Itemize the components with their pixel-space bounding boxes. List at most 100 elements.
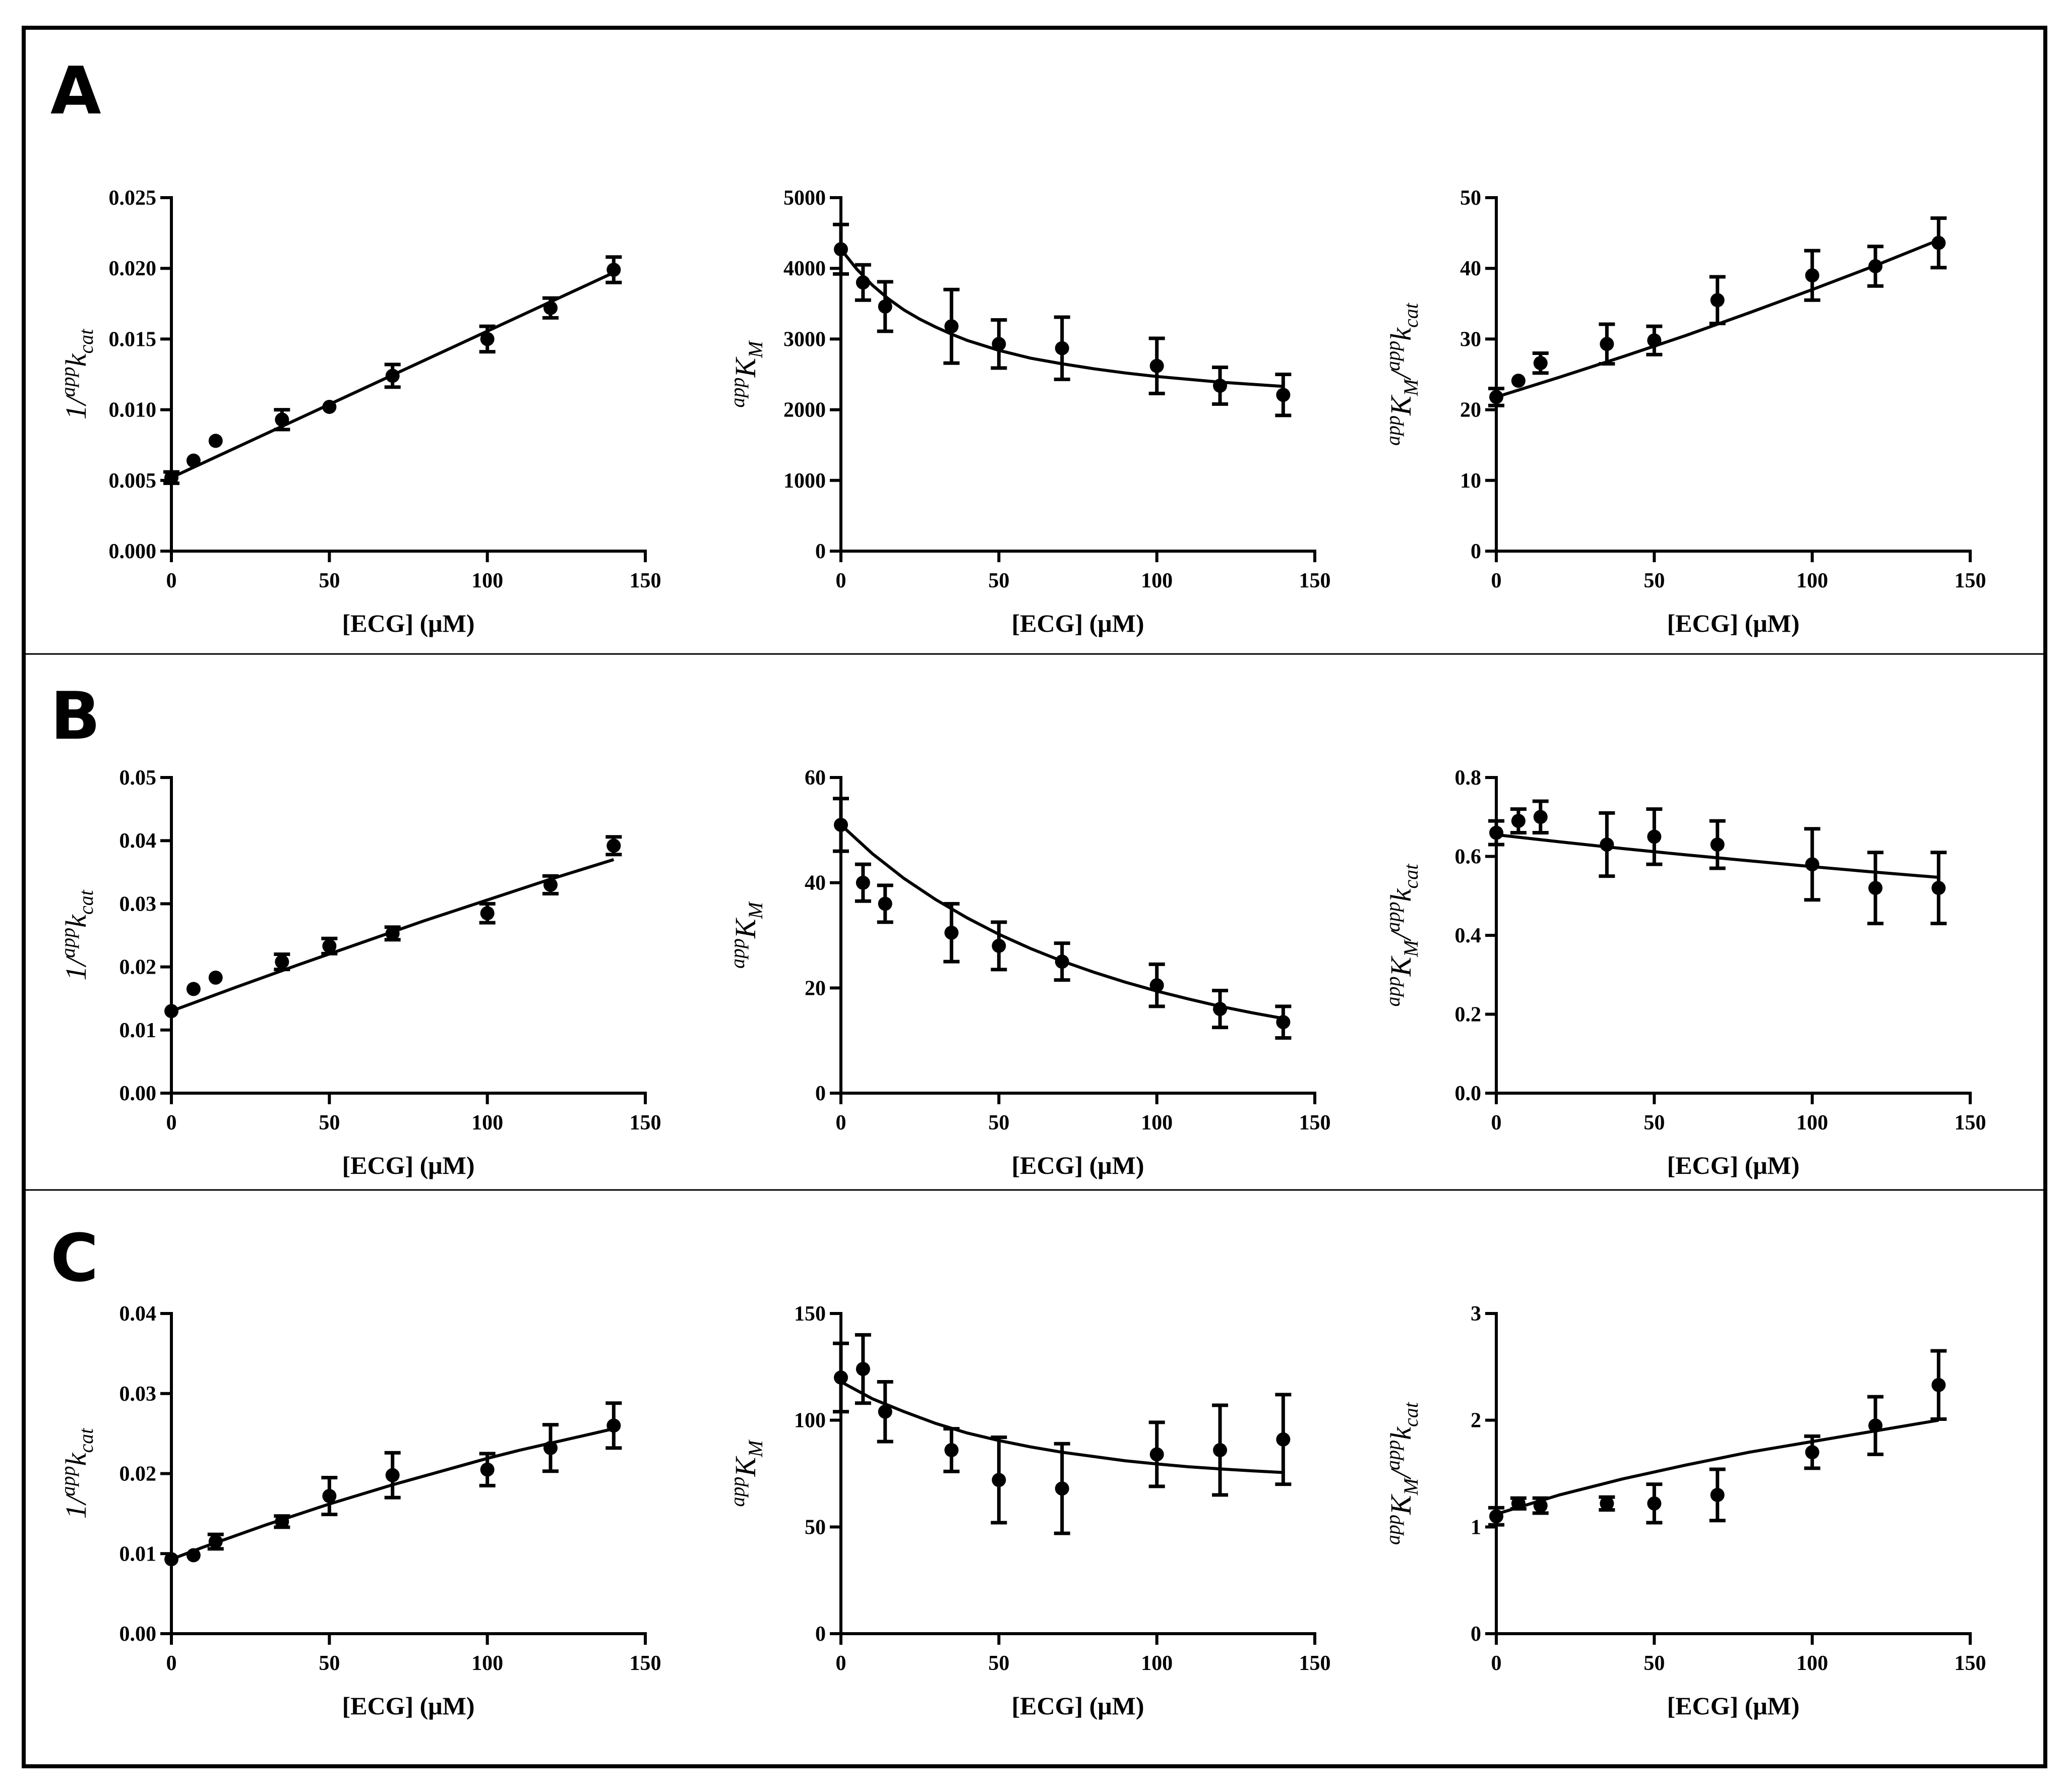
chart-a1-data-point xyxy=(385,369,400,383)
chart-c3-x-label: [ECG] (μM) xyxy=(1667,1692,1800,1720)
chart-a2: 0 50 100 150 0 1000 2000 3000 4000 5000 [ECG] (μM)… xyxy=(726,187,1331,637)
chart-c2-y-label-main: K xyxy=(729,1456,762,1477)
chart-c1-data-point xyxy=(275,1514,289,1529)
chart-b1-data-point xyxy=(186,982,201,996)
chart-a3-y-label: appKM/appkcat xyxy=(1381,303,1422,446)
chart-a1-y-tick-label: 0.010 xyxy=(109,399,157,422)
chart-c2-data-point xyxy=(944,1443,959,1457)
chart-c1-y-tick-label: 0.00 xyxy=(119,1623,157,1646)
chart-a2-y-label-main: K xyxy=(729,356,762,378)
chart-a1-y-tick-label: 0.000 xyxy=(109,540,157,563)
chart-b1-data-point xyxy=(164,1004,178,1019)
chart-b3-data-point xyxy=(1511,814,1526,828)
chart-b2-y-tick-label: 20 xyxy=(805,977,826,1000)
chart-a3-y-label-main2: k xyxy=(1384,327,1417,341)
chart-c3-data-point xyxy=(1489,1509,1503,1524)
chart-b2-x-tick-label: 150 xyxy=(1299,1111,1331,1134)
chart-c2-x-label: [ECG] (μM) xyxy=(1012,1692,1144,1720)
chart-a1-y-tick-label: 0.020 xyxy=(109,257,157,280)
chart-a3-y-label-sub: M xyxy=(1400,378,1422,396)
chart-c1-y-tick-label: 0.03 xyxy=(119,1383,157,1406)
chart-a3-data-point xyxy=(1511,374,1526,388)
chart-a3-y-tick-label: 50 xyxy=(1460,187,1481,210)
chart-a1-data-point xyxy=(186,453,201,468)
chart-a3-data-point xyxy=(1931,235,1946,250)
chart-b3-y-label-main2: k xyxy=(1384,888,1417,902)
chart-a2-x-tick-label: 50 xyxy=(988,569,1009,592)
chart-c3-x-tick-label: 0 xyxy=(1491,1652,1502,1675)
chart-b3-y-tick-label: 0.8 xyxy=(1455,766,1482,790)
chart-a3-x-tick-label: 0 xyxy=(1491,569,1502,592)
chart-b1-y-tick-label: 0.05 xyxy=(119,766,157,790)
chart-a1-y-label: 1/appkcat xyxy=(56,329,97,420)
chart-c2-y-label-sup: app xyxy=(726,1477,749,1507)
chart-c2-data-point xyxy=(1213,1443,1227,1457)
chart-c2-data-point xyxy=(1149,1447,1164,1462)
chart-b2-y-label-sub: M xyxy=(744,901,767,919)
chart-c3-y-label-sub2: cat xyxy=(1400,1402,1422,1427)
chart-b1-x-label: [ECG] (μM) xyxy=(342,1151,475,1179)
chart-c2-data-point xyxy=(1055,1481,1069,1496)
chart-b3-data-point xyxy=(1710,838,1725,852)
chart-a3-y-tick-label: 0 xyxy=(1471,540,1481,563)
chart-c3-data-point xyxy=(1931,1378,1946,1392)
chart-c2-x-tick-label: 100 xyxy=(1141,1652,1173,1675)
chart-b3-y-label-sup2: app xyxy=(1381,902,1404,932)
chart-c1-data-point xyxy=(385,1468,400,1482)
chart-b3-x-label: [ECG] (μM) xyxy=(1667,1151,1800,1179)
chart-a1-x-tick-label: 0 xyxy=(166,569,177,592)
chart-a1-data-point xyxy=(543,301,558,315)
chart-c1-y-tick-label: 0.04 xyxy=(119,1302,157,1326)
chart-a1-data-point xyxy=(606,263,621,277)
chart-c1-x-tick-label: 100 xyxy=(471,1652,503,1675)
chart-b1-y-label-sup: app xyxy=(56,928,79,958)
chart-c1-data-point xyxy=(606,1418,621,1433)
chart-c1: 0 50 100 150 0.00 0.01 0.02 0.03 0.04 [ECG] (μM) 1… xyxy=(56,1302,661,1720)
chart-a3-y-label-sup2: app xyxy=(1381,341,1404,371)
chart-b1-x-tick-label: 0 xyxy=(166,1111,177,1134)
chart-c3-data-point xyxy=(1647,1496,1662,1511)
chart-a3-data-point xyxy=(1489,390,1503,404)
chart-c2-y-tick-label: 100 xyxy=(794,1409,826,1432)
panel-letter-a: A xyxy=(50,52,101,129)
chart-a3-data-point xyxy=(1710,293,1725,308)
chart-b2-data-point xyxy=(878,897,892,911)
chart-b2-data-point xyxy=(1213,1002,1227,1017)
chart-b2-data-point xyxy=(834,817,848,832)
panel-letter-b: B xyxy=(50,678,100,754)
chart-c2-x-tick-label: 150 xyxy=(1299,1652,1331,1675)
chart-c1-y-label: 1/appkcat xyxy=(56,1428,97,1519)
chart-grid: 0 50 100 1500.0000.0050.0100.0150.0200.025[… xyxy=(56,187,1986,1720)
chart-a1-y-label-main: k xyxy=(59,353,92,367)
chart-a3-y-tick-label: 20 xyxy=(1460,399,1481,422)
chart-b3-y-label: appKM/appkcat xyxy=(1381,864,1422,1007)
chart-b2-y-tick-label: 60 xyxy=(805,766,826,790)
chart-a1-x-label: [ECG] (μM) xyxy=(342,609,475,637)
chart-b1-y-label-main: k xyxy=(59,914,92,928)
chart-c1-x-label: [ECG] (μM) xyxy=(342,1692,475,1720)
chart-a2-data-point xyxy=(992,337,1006,351)
chart-a2-data-point xyxy=(834,242,848,257)
chart-a2-y-label: appKM xyxy=(726,340,767,408)
chart-c1-y-label-sup: app xyxy=(56,1466,79,1496)
chart-a3-y-tick-label: 30 xyxy=(1460,328,1481,351)
chart-c1-data-point xyxy=(480,1462,495,1477)
chart-c2-data-point xyxy=(834,1370,848,1385)
chart-c3-x-tick-label: 150 xyxy=(1955,1652,1986,1675)
chart-b2-x-tick-label: 0 xyxy=(836,1111,846,1134)
chart-a2-data-point xyxy=(1276,388,1291,402)
chart-b3-y-label-sub: M xyxy=(1400,939,1422,958)
chart-a2-x-tick-label: 100 xyxy=(1141,569,1173,592)
chart-c3-x-tick-label: 50 xyxy=(1644,1652,1665,1675)
chart-b2-data-point xyxy=(944,925,959,940)
chart-b1-y-tick-label: 0.04 xyxy=(119,829,157,853)
chart-b3-data-point xyxy=(1600,838,1614,852)
chart-c3-data-point xyxy=(1600,1496,1614,1511)
chart-a2-y-tick-label: 2000 xyxy=(783,399,826,422)
chart-c1-data-point xyxy=(208,1534,223,1549)
chart-c1-y-label-pre: 1/ xyxy=(59,1494,92,1519)
chart-b2-y-label-main: K xyxy=(729,917,762,939)
chart-c2-data-point xyxy=(856,1362,870,1377)
chart-b3-y-tick-label: 0.4 xyxy=(1455,924,1482,947)
